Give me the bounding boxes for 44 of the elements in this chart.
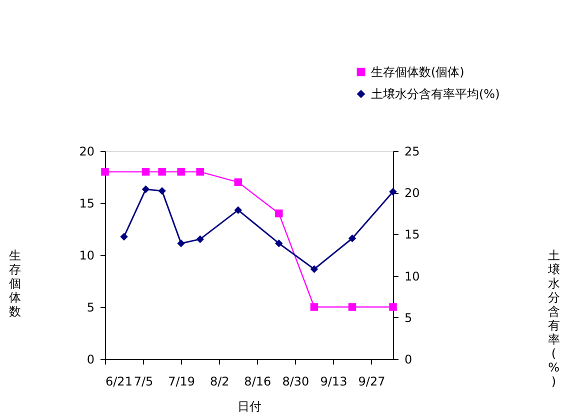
y-tick-label: 20 [79, 144, 94, 158]
x-axis-title: 日付 [238, 400, 262, 414]
x-tick-label: 9/13 [320, 374, 348, 388]
y2-tick-label: 0 [404, 352, 412, 366]
y-tick-label: 0 [86, 352, 94, 366]
y2-tick-label: 20 [404, 186, 420, 200]
point [348, 303, 356, 311]
x-tick-label: 9/27 [358, 374, 386, 388]
x-tick-label: 7/5 [134, 374, 154, 388]
legend-label: 生存個体数(個体) [371, 65, 464, 79]
point [310, 265, 318, 274]
point [177, 239, 185, 248]
point [120, 232, 128, 241]
y-tick-label: 10 [79, 248, 94, 262]
x-tick-label: 7/19 [168, 374, 196, 388]
x-tick-label: 8/30 [282, 374, 310, 388]
point [177, 168, 185, 176]
point [234, 206, 242, 214]
point [389, 303, 397, 311]
y2-tick-label: 15 [404, 228, 420, 242]
y2-tick-label: 10 [404, 269, 420, 284]
point [196, 235, 204, 244]
point [275, 239, 283, 248]
point [142, 168, 150, 176]
x-tick-label: 6/21 [106, 374, 132, 388]
point [158, 168, 166, 176]
point [142, 185, 150, 194]
point [310, 303, 318, 311]
text: 土壌水分含有率(%) [548, 248, 560, 388]
y-axis-title: 生存個体数 [9, 248, 22, 318]
y2-tick-label: 25 [404, 144, 420, 158]
point [158, 187, 166, 195]
point [234, 178, 242, 186]
y-tick-label: 15 [79, 196, 94, 210]
point [389, 188, 397, 196]
point [348, 234, 356, 242]
legend-label: 土壌水分含有率平均(%) [371, 87, 500, 101]
point [101, 168, 109, 176]
x-tick-label: 8/2 [210, 374, 230, 388]
point [275, 210, 283, 218]
y2-tick-label: 5 [404, 310, 412, 325]
x-tick-label: 8/16 [244, 374, 272, 388]
y-tick-label: 5 [86, 300, 94, 314]
point [196, 168, 204, 176]
